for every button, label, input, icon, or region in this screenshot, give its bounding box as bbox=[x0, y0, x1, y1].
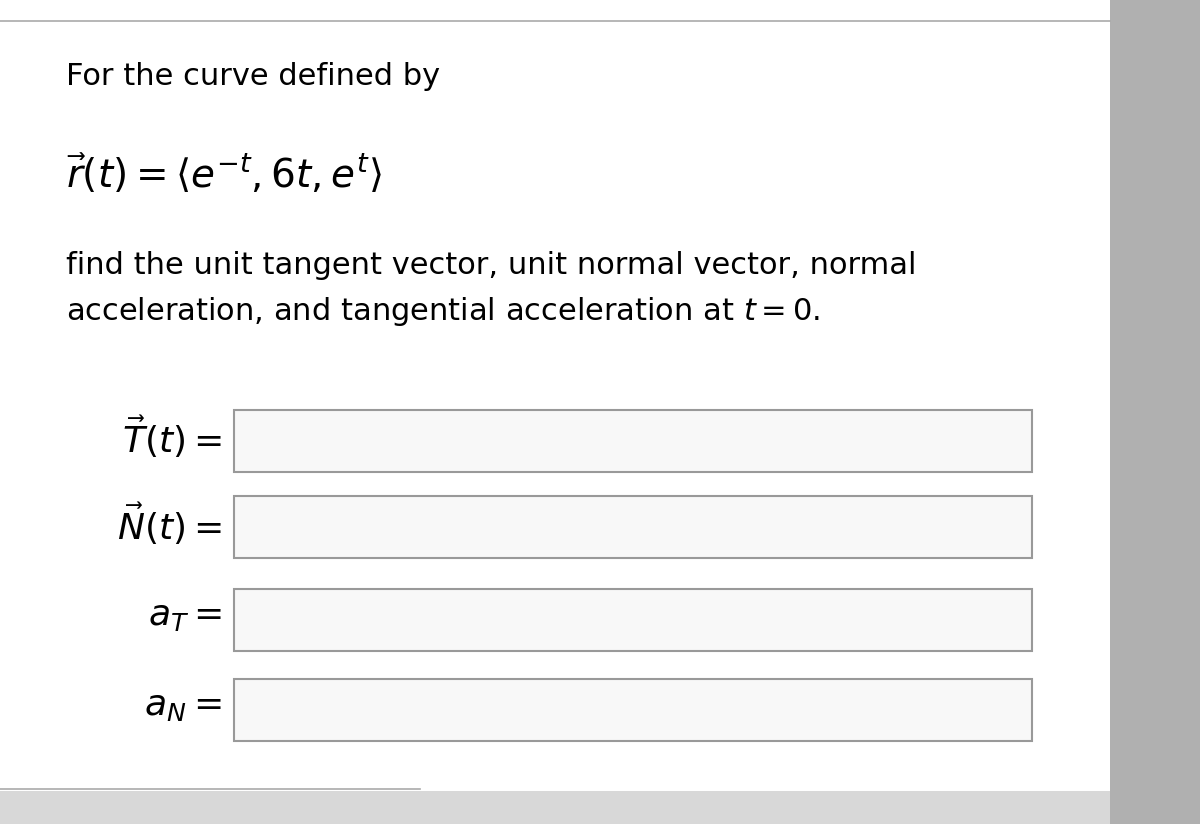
Text: $a_N =$: $a_N =$ bbox=[144, 689, 222, 723]
FancyBboxPatch shape bbox=[234, 496, 1032, 559]
FancyBboxPatch shape bbox=[234, 588, 1032, 651]
FancyBboxPatch shape bbox=[234, 410, 1032, 471]
FancyBboxPatch shape bbox=[234, 679, 1032, 742]
Text: find the unit tangent vector, unit normal vector, normal
acceleration, and tange: find the unit tangent vector, unit norma… bbox=[66, 251, 917, 328]
Text: $\vec{T}(t) =$: $\vec{T}(t) =$ bbox=[122, 414, 222, 460]
Text: $a_T =$: $a_T =$ bbox=[148, 598, 222, 633]
Text: For the curve defined by: For the curve defined by bbox=[66, 62, 440, 91]
Text: $\vec{N}(t) =$: $\vec{N}(t) =$ bbox=[118, 500, 222, 546]
FancyBboxPatch shape bbox=[0, 0, 1110, 791]
FancyBboxPatch shape bbox=[1110, 0, 1200, 824]
Text: $\vec{r}(t) = \langle e^{-t}, 6t, e^t \rangle$: $\vec{r}(t) = \langle e^{-t}, 6t, e^t \r… bbox=[66, 152, 382, 196]
